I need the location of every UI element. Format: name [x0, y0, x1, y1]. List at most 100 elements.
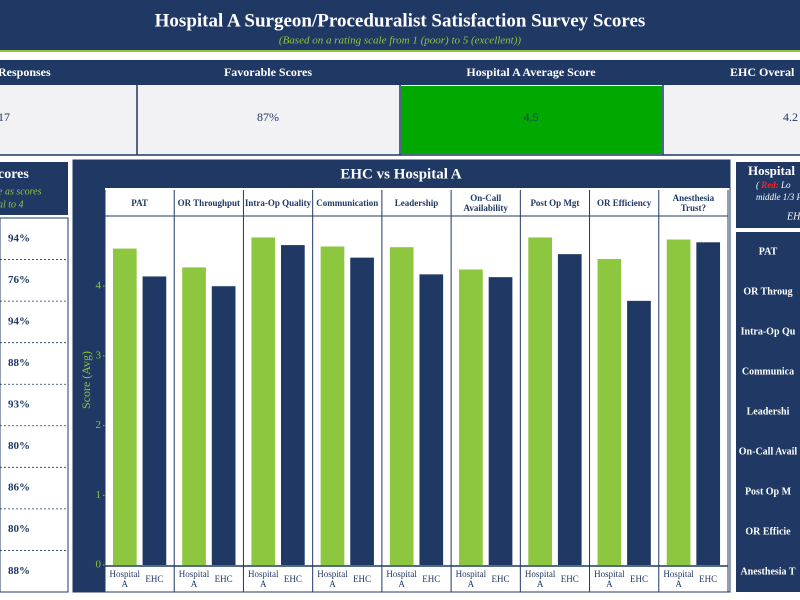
page-subtitle: (Based on a rating scale from 1 (poor) t…	[279, 35, 521, 47]
facet-header: Anesthesia Trust?	[672, 193, 715, 213]
right-row-label: Anesthesia T	[740, 566, 795, 577]
right-row-label: Intra-Op Qu	[741, 326, 796, 337]
x-tick-label-box: Hospital A	[594, 569, 625, 589]
kpi-value: 17	[0, 110, 10, 124]
note-red: Red:	[760, 180, 779, 190]
bar	[666, 239, 691, 566]
facet-header: PAT	[131, 198, 148, 208]
note-rest: Lo	[780, 180, 791, 190]
bar	[557, 254, 582, 565]
y-tick-label: 3	[96, 349, 102, 361]
header-bar	[0, 0, 800, 52]
y-tick-label: 0	[96, 559, 102, 571]
left-row-value: 80%	[8, 440, 30, 452]
x-tick-label-box: EHC	[699, 574, 717, 584]
x-tick-label: Hospital A	[178, 569, 210, 589]
kpi-header-bar	[0, 60, 800, 85]
facet-header: Intra-Op Quality	[244, 198, 312, 208]
right-row-label: Post Op M	[745, 486, 792, 497]
x-tick-label-box: EHC	[145, 574, 163, 584]
x-tick-label-box: Hospital A	[109, 569, 141, 589]
bar	[320, 246, 345, 565]
facet-header-box: Intra-Op Quality	[244, 198, 312, 208]
kpi-highlight	[401, 86, 662, 154]
bar	[389, 247, 414, 565]
y-axis-band	[73, 188, 105, 592]
right-row-label: PAT	[759, 246, 778, 257]
x-tick-label: Hospital A	[594, 569, 625, 589]
right-panel-rows: PAT OR Throug Intra-Op Qu Communica Leadersh…	[739, 246, 798, 577]
right-row-label: Communica	[742, 366, 794, 377]
right-panel-list	[736, 232, 800, 592]
bar	[142, 276, 167, 565]
bar	[597, 259, 622, 565]
x-tick-label: EHC	[629, 574, 648, 584]
facet-header-box: Communication	[316, 198, 379, 208]
facet-header-box: Leadership	[394, 198, 439, 208]
facet-header-box: On-Call Availability	[463, 193, 508, 213]
left-row-value: 88%	[8, 565, 30, 577]
note-open: (	[756, 180, 760, 190]
facet-header: OR Throughput	[177, 198, 241, 208]
facet-header-box: Post Op Mgt	[530, 198, 580, 208]
right-row-label: Leadershi	[747, 406, 790, 417]
y-tick-label: 4	[96, 280, 102, 292]
right-row-label: On-Call Avail	[739, 446, 798, 457]
facet-header: Leadership	[394, 198, 439, 208]
x-tick-label-box: EHC	[491, 574, 510, 584]
bar	[459, 269, 483, 565]
x-tick-label-box: EHC	[353, 574, 371, 584]
right-row-label: OR Efficie	[745, 526, 791, 537]
x-tick-label-box: EHC	[284, 574, 302, 584]
left-panel-header	[0, 162, 68, 215]
facet-header-box: PAT	[131, 198, 148, 208]
x-tick-label: EHC	[560, 574, 579, 584]
bar	[182, 267, 206, 565]
x-tick-label-box: Hospital A	[456, 569, 487, 589]
bar	[350, 257, 374, 565]
facet-header: On-Call Availability	[463, 193, 508, 213]
bar	[488, 277, 513, 565]
bar	[112, 248, 137, 566]
bar	[627, 300, 651, 565]
y-tick-label: 2	[96, 419, 102, 431]
x-tick-label-box: Hospital A	[317, 569, 348, 589]
facet-header-box: Anesthesia Trust?	[672, 193, 715, 213]
bar	[419, 274, 444, 565]
facet-header: Communication	[316, 198, 379, 208]
x-tick-label-box: EHC	[560, 574, 579, 584]
facet-header: Post Op Mgt	[530, 198, 580, 208]
x-tick-label: EHC	[214, 574, 233, 584]
x-tick-label: Hospital A	[109, 569, 141, 589]
kpi-label: EHC Overal	[730, 65, 795, 79]
left-panel-note: al to 4	[0, 199, 24, 210]
header-rule	[0, 50, 800, 52]
x-tick-label: Hospital A	[386, 569, 417, 589]
y-axis-label: Score (Avg)	[79, 351, 93, 409]
kpi-value: 87%	[257, 110, 279, 124]
x-tick-label: EHC	[422, 574, 441, 584]
kpi-value: 4.5	[524, 110, 539, 124]
left-panel-note: e as scores	[0, 186, 42, 197]
x-tick-label-box: Hospital A	[524, 569, 556, 589]
bar	[251, 237, 276, 565]
x-tick-label: Hospital A	[663, 569, 694, 589]
x-tick-label-box: Hospital A	[248, 569, 279, 589]
x-tick-label: EHC	[491, 574, 510, 584]
kpi-label: Favorable Scores	[224, 65, 312, 79]
x-tick-label: Hospital A	[524, 569, 556, 589]
page-title: Hospital A Surgeon/Proceduralist Satisfa…	[155, 10, 646, 31]
left-row-value: 94%	[8, 315, 30, 327]
bar	[281, 245, 305, 565]
chart-title-bar	[73, 160, 730, 188]
bar	[211, 286, 236, 565]
left-row-value: 86%	[8, 482, 30, 494]
right-panel-note: middle 1/3 P	[756, 192, 800, 202]
right-panel-title: Hospital	[748, 163, 795, 178]
plot: 0 1 2 3 4 PAT Hospital A EHC OR Throughput Hospit…	[96, 190, 729, 592]
x-tick-label-box: Hospital A	[178, 569, 210, 589]
left-row-value: 94%	[8, 232, 30, 244]
facet-header-box: OR Efficiency	[597, 198, 651, 208]
